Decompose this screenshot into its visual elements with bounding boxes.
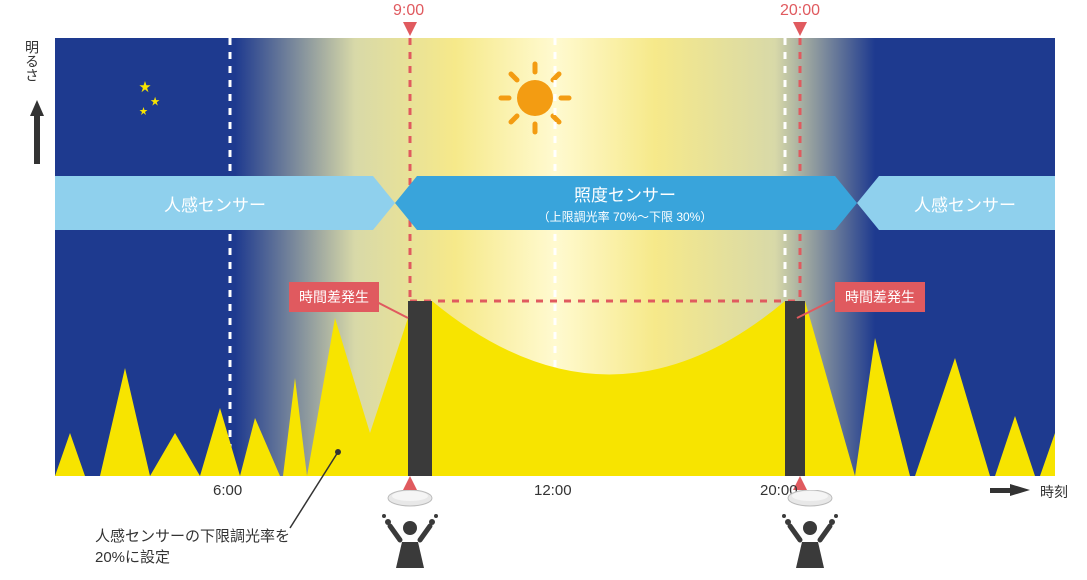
timegap-bar-left [408,301,432,476]
light-person-left [382,490,438,568]
light-person-right [782,490,838,568]
timegap-bar-right [785,301,805,476]
sun-icon [501,64,569,132]
sensor-band-center: 照度センサー （上限調光率 70%〜下限 30%） [395,176,855,230]
sensor-band-center-label: 照度センサー [574,181,676,206]
timegap-label-right: 時間差発生 [835,282,925,312]
person-icons [55,490,1055,580]
sensor-band-center-sub: （上限調光率 70%〜下限 30%） [538,208,713,225]
red-time-20: 20:00 [780,2,820,20]
sensor-timeline-diagram: 明るさ [0,0,1087,579]
sensor-band-right: 人感センサー [875,176,1055,230]
sensor-band-right-label: 人感センサー [914,191,1016,216]
footnote-pointer [0,0,400,560]
